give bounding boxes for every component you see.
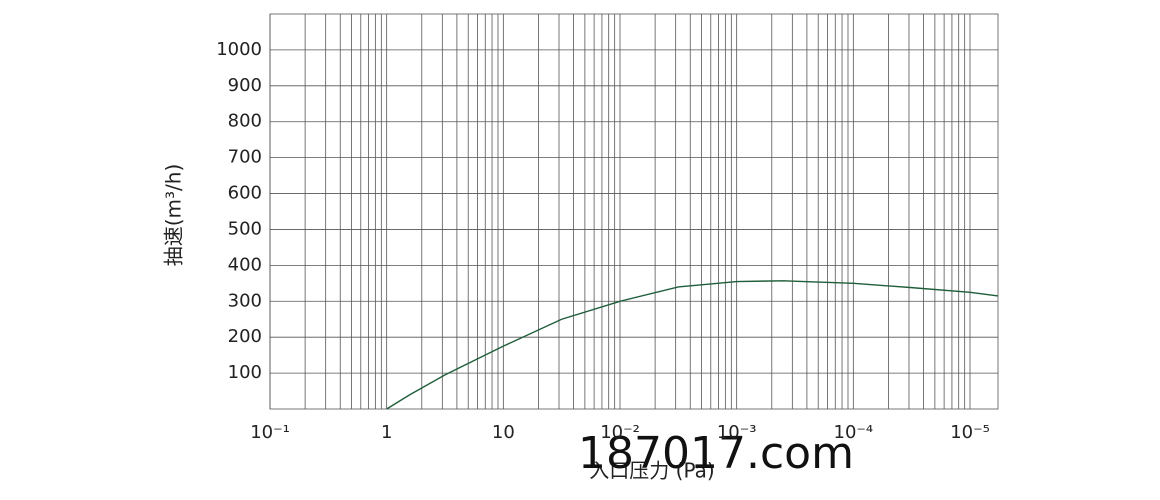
y-tick-label: 200 <box>228 326 262 347</box>
y-tick-label: 500 <box>228 218 262 239</box>
x-tick-label: 1 <box>381 422 392 443</box>
y-tick-label: 600 <box>228 183 262 204</box>
y-tick-label: 800 <box>228 111 262 132</box>
y-axis-label: 抽速(m³/h) <box>162 164 186 267</box>
y-tick-label: 300 <box>228 290 262 311</box>
y-tick-label: 900 <box>228 75 262 96</box>
x-tick-label: 10⁻³ <box>717 422 757 443</box>
x-tick-label: 10⁻⁴ <box>834 422 874 443</box>
y-tick-label: 400 <box>228 254 262 275</box>
y-tick-label: 700 <box>228 147 262 168</box>
x-tick-label: 10⁻² <box>600 422 640 443</box>
y-tick-label: 1000 <box>216 39 262 60</box>
x-tick-label: 10⁻⁵ <box>950 422 990 443</box>
data-line <box>386 280 999 410</box>
x-tick-label: 10⁻¹ <box>250 422 290 443</box>
watermark: 187017.com <box>578 428 854 479</box>
x-axis-label: 入口压力 (Pa) <box>589 459 714 483</box>
y-tick-label: 100 <box>228 362 262 383</box>
x-tick-label: 10 <box>492 422 515 443</box>
